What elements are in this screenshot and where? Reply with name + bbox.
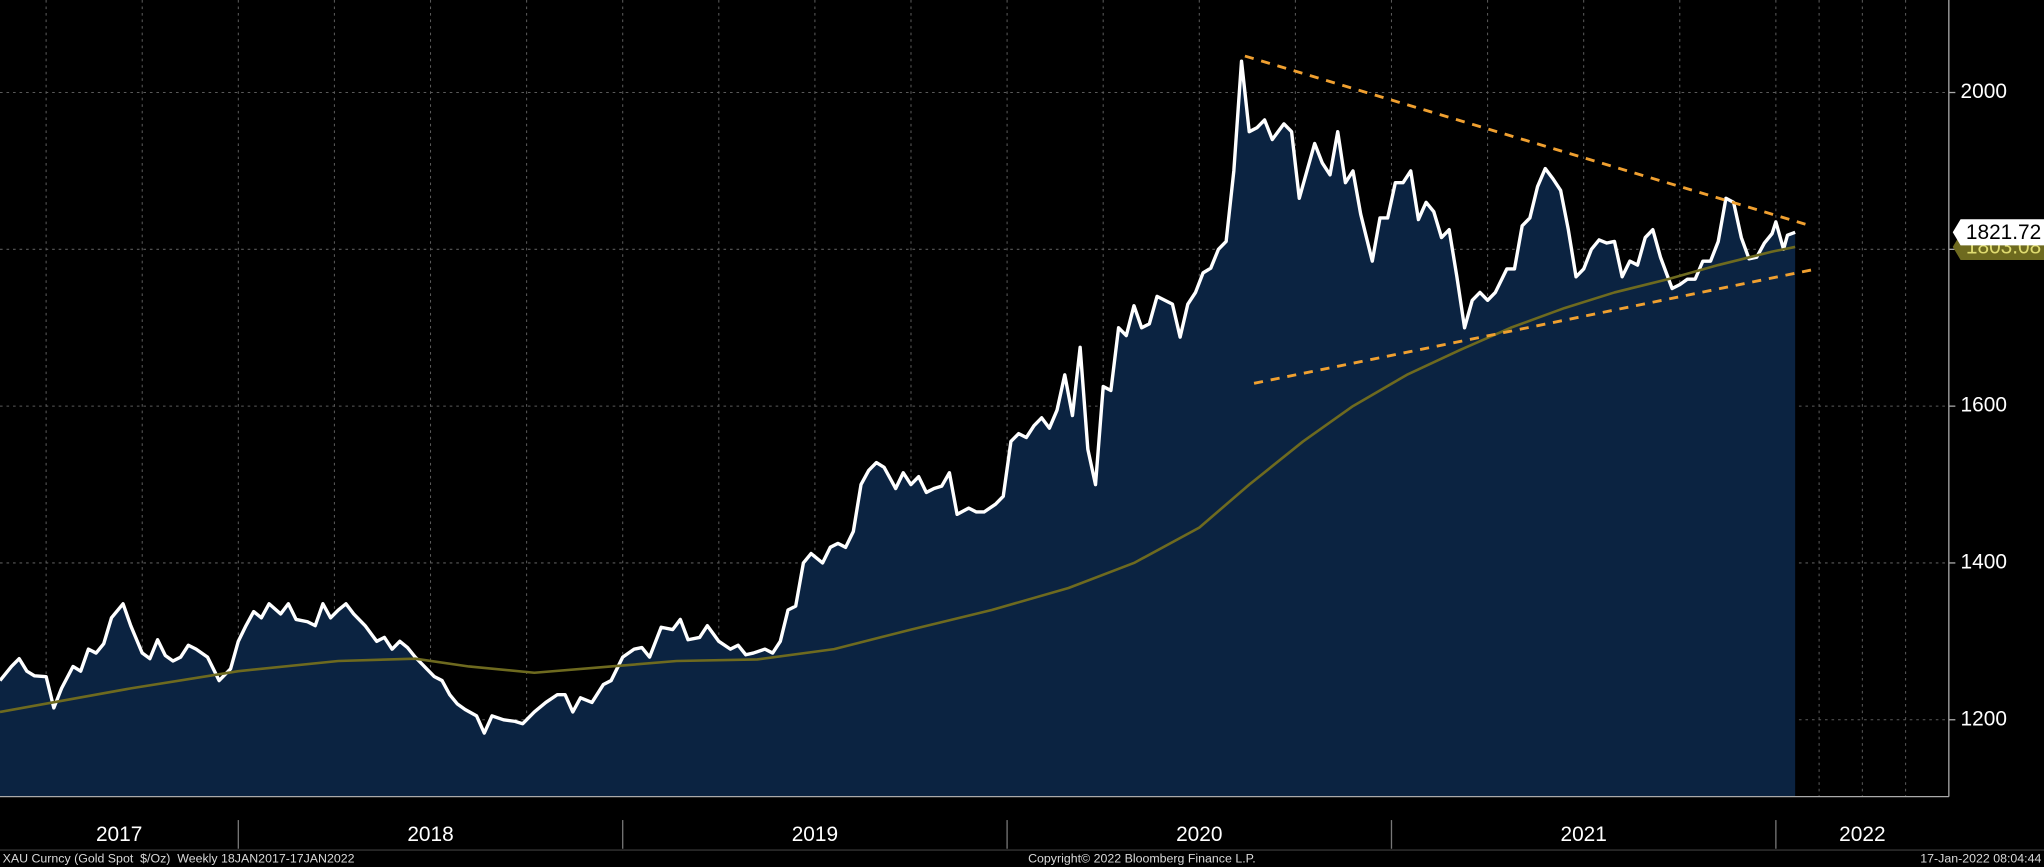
footer-source: XAU Curncy (Gold Spot $/Oz) Weekly 18JAN… [3, 851, 355, 865]
footer-copyright: Copyright© 2022 Bloomberg Finance L.P. [1028, 851, 1256, 865]
moving-average-line [0, 245, 1796, 714]
x-tick-label: 2018 [407, 823, 453, 846]
trend-line [1244, 54, 1806, 226]
x-tick-label: 2020 [1176, 823, 1222, 846]
area [0, 61, 1796, 797]
y-tick-label: 2000 [1961, 80, 2007, 103]
last-value-label: 1821.72 [1966, 221, 2041, 244]
plot-area [0, 59, 1796, 797]
x-tick-label: 2019 [792, 823, 838, 846]
price-line [0, 59, 1796, 735]
x-tick-label: 2021 [1560, 823, 1606, 846]
x-tick-label: 2017 [96, 823, 142, 846]
x-tick-label: 2022 [1839, 823, 1885, 846]
y-tick-label: 1200 [1961, 707, 2007, 730]
last-value-tag [1952, 219, 2044, 246]
y-tick-label: 1400 [1961, 550, 2007, 573]
footer-timestamp: 17-Jan-2022 08:04:44 [1920, 851, 2041, 865]
y-tick-label: 1600 [1961, 394, 2007, 417]
